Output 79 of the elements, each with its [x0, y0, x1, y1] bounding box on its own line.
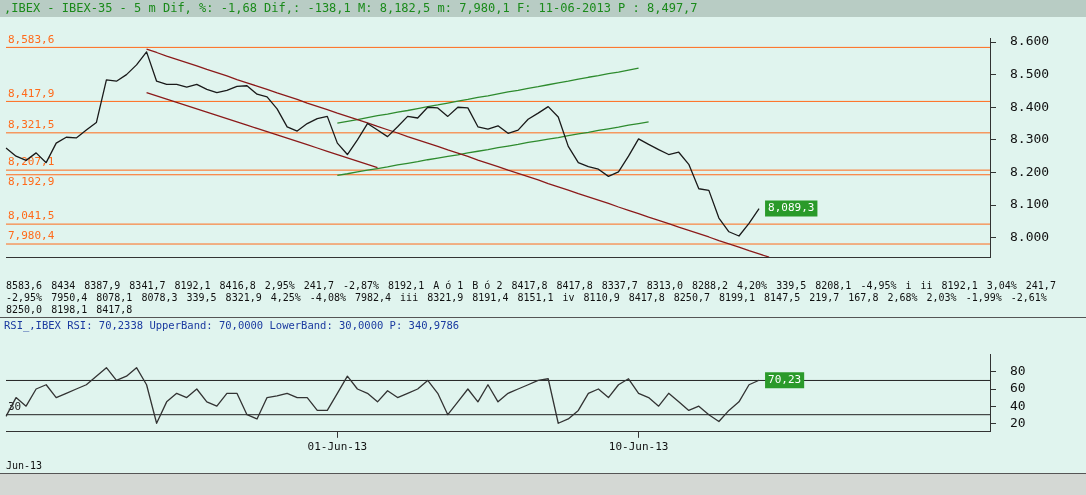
text: A ó 1: [433, 280, 464, 292]
x-tick-label: 01-Jun-13: [307, 440, 368, 454]
text: -4,08%: [309, 292, 346, 304]
text: 219,7: [809, 292, 840, 304]
ref-line-label: 8,041,5: [8, 209, 55, 223]
data-label: 70,23: [768, 373, 802, 387]
y-tick-label: 8.500: [1010, 66, 1050, 82]
text: 8313,0: [646, 280, 683, 292]
text: 8321,9: [225, 292, 262, 304]
text: 241,7: [1025, 280, 1056, 292]
y-tick-label: 8.300: [1010, 131, 1050, 147]
text: 2,95%: [264, 280, 295, 292]
text: 8583,6: [6, 280, 43, 292]
data-label: 8,089,3: [768, 201, 815, 215]
chart-title: RSI_,IBEX RSI: 70,2338 UpperBand: 70,0000 LowerBand: 30,0000 P: 340,9786: [0, 318, 1086, 333]
text: 8417,8: [96, 304, 133, 316]
text: 8110,9: [583, 292, 620, 304]
text: 2,03%: [926, 292, 957, 304]
text: 8147,5: [764, 292, 801, 304]
text: 8387,9: [84, 280, 121, 292]
text: iii: [400, 292, 419, 304]
y-tick-label: 8.200: [1010, 163, 1050, 179]
ref-line-label: 8,207,1: [8, 155, 55, 169]
text: 2,68%: [887, 292, 918, 304]
text: ii: [920, 280, 933, 292]
y-tick-label: 60: [1010, 380, 1026, 396]
text: -2,95%: [6, 292, 43, 304]
ref-line-label: 7,980,4: [8, 229, 55, 243]
text: 8434: [51, 280, 76, 292]
text: 8417,8: [511, 280, 548, 292]
text: 8078,3: [141, 292, 178, 304]
text: 8151,1: [517, 292, 554, 304]
text: i: [905, 280, 912, 292]
ref-line-label: 8,192,9: [8, 175, 55, 189]
text: 8192,1: [941, 280, 978, 292]
text: 8192,1: [388, 280, 425, 292]
text: -2,87%: [342, 280, 380, 292]
text: 8417,8: [556, 280, 593, 292]
y-tick-label: 20: [1010, 414, 1026, 430]
chart-title: ,IBEX - IBEX-35 - 5 m Dif, %: -1,68 Dif,: -138,1 M: 8,182,5 m: 7,980,1 F: 11-06-2013 P : 8,497,7: [0, 0, 1086, 17]
text: iv: [562, 292, 575, 304]
text: 8208,1: [815, 280, 852, 292]
text: 8321,9: [427, 292, 464, 304]
y-tick-label: 8.100: [1010, 196, 1050, 212]
text: 4,25%: [270, 292, 301, 304]
y-tick-label: 8.000: [1010, 229, 1050, 245]
text: 7982,4: [354, 292, 392, 304]
text: 8078,1: [96, 292, 133, 304]
text: -2,61%: [1010, 292, 1047, 304]
ref-line-label: 8,583,6: [8, 32, 55, 46]
text: 8250,0: [6, 304, 43, 316]
text: B ó 2: [472, 280, 503, 292]
ref-line-label: 8,321,5: [8, 118, 55, 132]
text: 8341,7: [129, 280, 166, 292]
text: 339,5: [186, 292, 217, 304]
text: 8191,4: [472, 292, 509, 304]
y-tick-label: 8.600: [1010, 33, 1050, 49]
text: 8416,8: [219, 280, 256, 292]
text: 8417,8: [628, 292, 665, 304]
text: 241,7: [303, 280, 334, 292]
y-tick-label: 8.400: [1010, 98, 1050, 114]
text: 8198,1: [51, 304, 88, 316]
text: 7950,4: [51, 292, 88, 304]
text: 8250,7: [673, 292, 710, 304]
text: 339,5: [776, 280, 807, 292]
text: 8337,7: [601, 280, 638, 292]
text: -1,99%: [965, 292, 1002, 304]
text: 8192,1: [174, 280, 211, 292]
text: 3,04%: [986, 280, 1017, 292]
text: Jun-13: [6, 460, 43, 472]
text: 4,20%: [737, 280, 768, 292]
text: 8199,1: [718, 292, 756, 304]
y-tick-label: 40: [1010, 397, 1026, 413]
x-tick-label: 10-Jun-13: [608, 440, 669, 454]
text: 167,8: [848, 292, 879, 304]
text: -4,95%: [860, 280, 897, 292]
y-tick-label: 80: [1010, 363, 1026, 379]
text: 8288,2: [691, 280, 729, 292]
ref-line-label: 8,417,9: [8, 86, 55, 100]
